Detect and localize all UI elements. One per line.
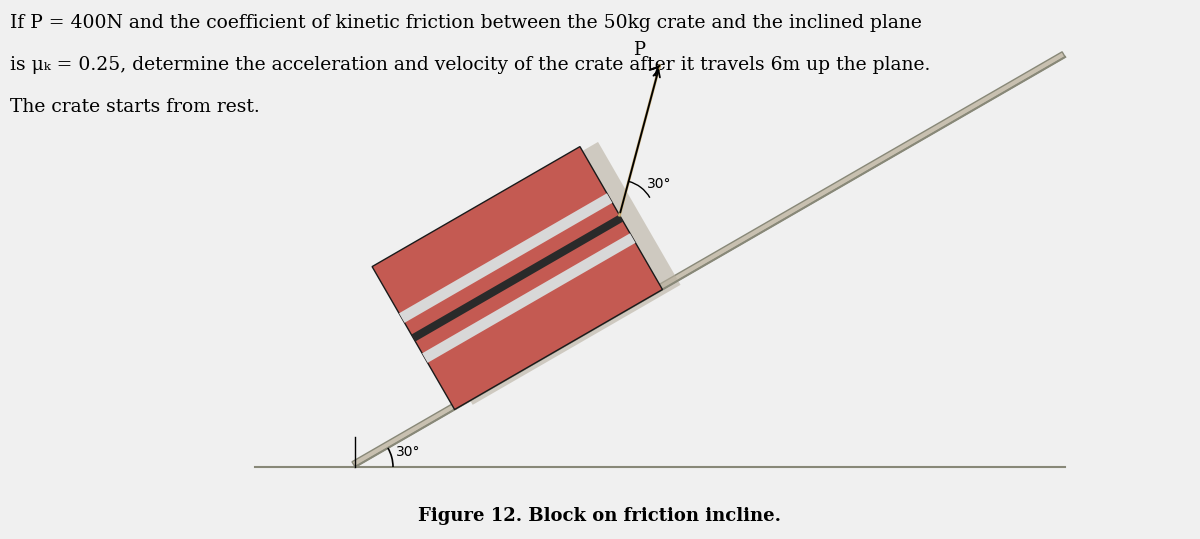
Polygon shape [390, 142, 680, 405]
Text: The crate starts from rest.: The crate starts from rest. [10, 98, 259, 116]
Polygon shape [422, 233, 636, 363]
Text: P: P [632, 42, 644, 59]
Text: is μₖ = 0.25, determine the acceleration and velocity of the crate after it trav: is μₖ = 0.25, determine the acceleration… [10, 56, 930, 74]
Text: 30°: 30° [647, 177, 672, 191]
Text: If P = 400N and the coefficient of kinetic friction between the 50kg crate and t: If P = 400N and the coefficient of kinet… [10, 14, 922, 32]
Polygon shape [352, 52, 1066, 467]
Polygon shape [412, 215, 623, 342]
Text: Figure 12. Block on friction incline.: Figure 12. Block on friction incline. [419, 507, 781, 525]
Text: 30°: 30° [396, 445, 420, 459]
Polygon shape [372, 147, 662, 410]
Polygon shape [400, 194, 612, 323]
